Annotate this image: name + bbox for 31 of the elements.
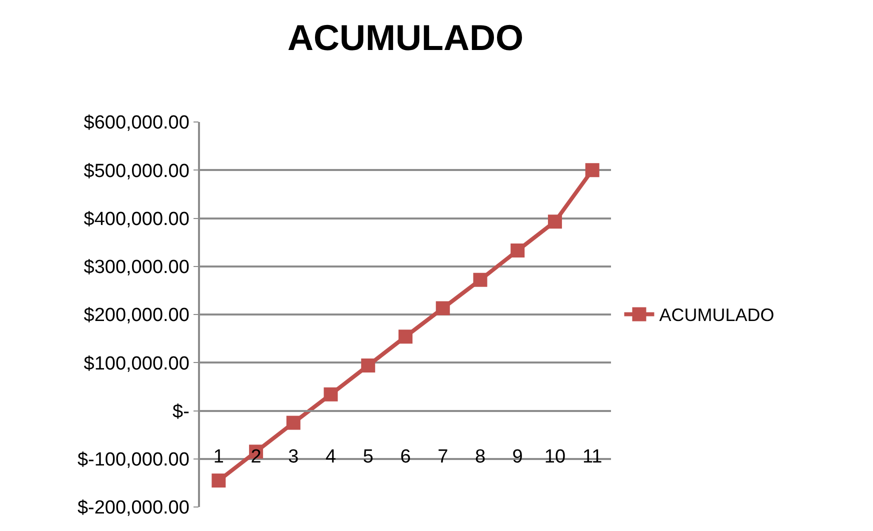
x-tick-label: 6 (400, 446, 411, 468)
x-tick-label: 1 (213, 446, 224, 468)
point (436, 301, 450, 316)
chart-title: ACUMULADO (288, 16, 524, 58)
point (212, 474, 226, 488)
y-tick-label: $- (172, 401, 190, 422)
y-tick-label: $300,000.00 (84, 257, 190, 278)
y-tick-label: $-100,000.00 (77, 450, 190, 471)
point (361, 358, 376, 373)
y-tick-label: $400,000.00 (84, 208, 190, 230)
x-tick-label: 10 (544, 446, 566, 468)
x-tick-label: 8 (474, 446, 486, 468)
x-tick-label: 9 (512, 446, 523, 468)
legend-label: ACUMULADO (659, 305, 774, 326)
y-tick-label: $100,000.00 (84, 353, 190, 374)
point (398, 330, 412, 344)
y-tick-label: $-200,000.00 (77, 498, 190, 519)
y-tick-label: $600,000.00 (84, 112, 190, 134)
point (473, 272, 488, 287)
x-tick-label: 3 (288, 446, 299, 468)
x-tick-label: 7 (438, 446, 448, 468)
point (324, 387, 338, 402)
x-tick-label: 5 (362, 446, 374, 468)
y-tick-label: $200,000.00 (84, 305, 190, 326)
point (585, 163, 600, 178)
y-tick-label: $500,000.00 (84, 160, 190, 182)
point (510, 243, 525, 258)
x-tick-label: 11 (582, 446, 602, 468)
point (286, 416, 300, 430)
x-tick-label: 4 (325, 446, 336, 468)
point (548, 214, 562, 229)
